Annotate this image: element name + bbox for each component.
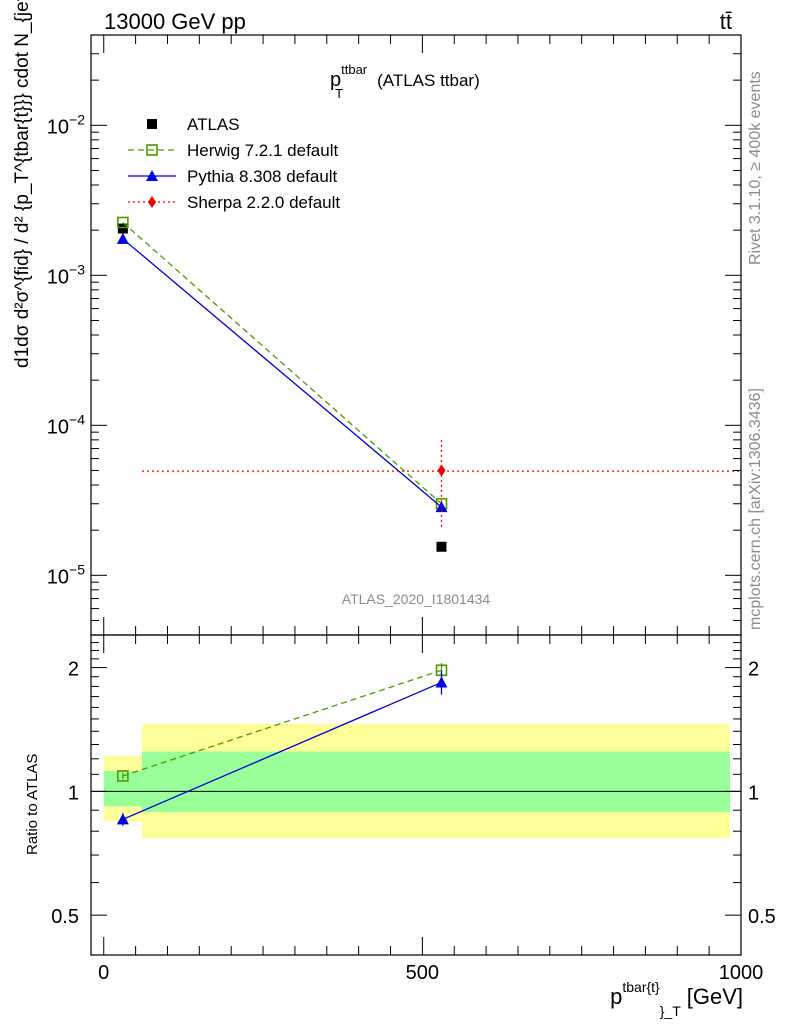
legend-label-atlas: ATLAS bbox=[187, 115, 240, 134]
ratio-panel-marks bbox=[116, 663, 448, 826]
main-ylabel: d1dσ d²σ^{fid} / d² {p_T^{tbar{t}}} cdot… bbox=[12, 0, 33, 368]
main-ytick-label-0: 10−2 bbox=[47, 111, 85, 138]
ratio-ytick-label-left-2: 0.5 bbox=[51, 906, 79, 928]
pythia-ratio-point-1 bbox=[435, 676, 448, 688]
main-ytick-base: 10 bbox=[47, 116, 69, 138]
ratio-ytick-label-left-1: 1 bbox=[68, 782, 79, 804]
main-ytick-base: 10 bbox=[47, 266, 69, 288]
ratio-bands bbox=[91, 723, 741, 839]
herwig-ratio-line bbox=[122, 669, 442, 777]
title-sub: T bbox=[335, 86, 343, 101]
main-panel-marks bbox=[116, 216, 741, 552]
title-suffix: (ATLAS ttbar) bbox=[377, 71, 480, 90]
ratio-band-green-1 bbox=[141, 751, 730, 813]
pythia-ratio-line bbox=[122, 681, 442, 820]
herwig-main-point-0 bbox=[117, 216, 129, 229]
legend-marker-sherpa bbox=[148, 196, 156, 208]
xlabel-sub: }_T bbox=[660, 1003, 681, 1019]
main-ytick-exponent: −3 bbox=[69, 261, 85, 277]
main-ytick-exponent: −2 bbox=[69, 111, 85, 127]
process-label: tt̄ bbox=[720, 9, 732, 34]
main-ytick-exponent: −4 bbox=[69, 411, 85, 427]
pythia-main-point-0 bbox=[116, 232, 129, 244]
legend-marker-herwig bbox=[146, 144, 158, 156]
pythia-main-line bbox=[122, 238, 442, 508]
legend-label-sherpa: Sherpa 2.2.0 default bbox=[187, 193, 340, 212]
ratio-ytick-label-right-1: 1 bbox=[748, 782, 759, 804]
title-main: p bbox=[330, 69, 341, 91]
sherpa-main-point-0 bbox=[437, 464, 446, 477]
xtick-label-2: 1000 bbox=[719, 962, 764, 984]
legend-label-herwig: Herwig 7.2.1 default bbox=[187, 141, 338, 160]
legend-marker-atlas bbox=[147, 119, 157, 129]
main-ytick-base: 10 bbox=[47, 416, 69, 438]
ratio-ylabel: Ratio to ATLAS bbox=[24, 754, 41, 855]
main-ytick-label-2: 10−4 bbox=[47, 411, 85, 438]
atlas-main-point-0 bbox=[117, 223, 128, 234]
main-ytick-base: 10 bbox=[47, 566, 69, 588]
legend-marker-pythia bbox=[146, 170, 158, 181]
ratio-ytick-label-left-0: 2 bbox=[68, 659, 79, 681]
legend: ATLAS Herwig 7.2.1 default Pythia 8.308 de… bbox=[128, 115, 340, 212]
main-ytick-label-3: 10−5 bbox=[47, 561, 85, 588]
mcplots-label: mcplots.cern.ch [arXiv:1306.3436] bbox=[747, 388, 764, 630]
herwig-main-line bbox=[122, 221, 442, 505]
xlabel-main: p bbox=[610, 984, 622, 1009]
axes: 10−210−310−410−52 21 10.5 0.50 500 1000 bbox=[47, 34, 776, 984]
ratio-ytick-label-right-0: 2 bbox=[748, 659, 759, 681]
main-title: pttbar T (ATLAS ttbar) bbox=[330, 62, 480, 101]
xtick-label-0: 0 bbox=[98, 962, 109, 984]
title-sup: ttbar bbox=[341, 62, 368, 77]
xtick-label-1: 500 bbox=[406, 962, 439, 984]
analysis-watermark: ATLAS_2020_I1801434 bbox=[342, 591, 491, 607]
main-ytick-label-1: 10−3 bbox=[47, 261, 85, 288]
legend-label-pythia: Pythia 8.308 default bbox=[187, 167, 338, 186]
pythia-ratio-point-0 bbox=[116, 813, 129, 825]
ratio-ytick-label-right-2: 0.5 bbox=[748, 906, 776, 928]
herwig-ratio-point-0 bbox=[117, 770, 129, 782]
energy-label: 13000 GeV pp bbox=[104, 9, 246, 34]
atlas-main-point-1 bbox=[436, 541, 447, 552]
rivet-label: Rivet 3.1.10, ≥ 400k events bbox=[747, 71, 764, 265]
xlabel-sup: tbar{t} bbox=[622, 979, 660, 995]
xlabel: ptbar{t}}_T [GeV] bbox=[610, 979, 743, 1019]
main-ytick-exponent: −5 bbox=[69, 561, 85, 577]
ratio-frame bbox=[90, 634, 742, 956]
xlabel-unit: [GeV] bbox=[687, 984, 743, 1009]
